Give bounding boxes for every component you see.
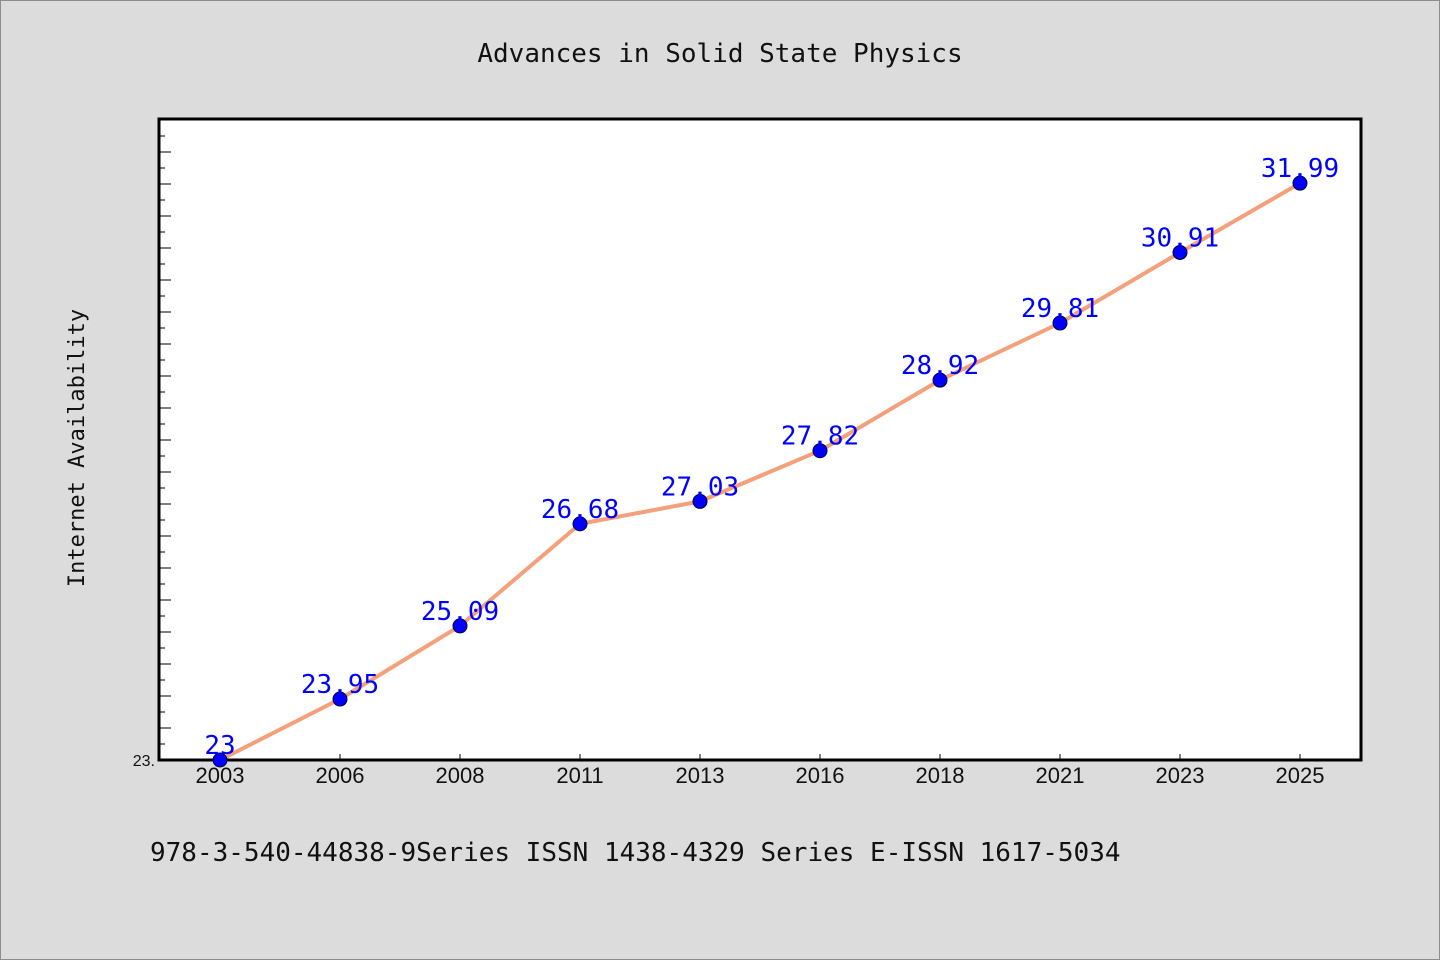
data-point-marker [692, 493, 708, 509]
x-tick-label: 2013 [676, 763, 725, 788]
data-label: 31.99 [1261, 154, 1339, 184]
data-label: 27.03 [661, 472, 739, 502]
data-label: 25.09 [421, 597, 499, 627]
data-label: 28.92 [901, 351, 979, 381]
data-label: 30.91 [1141, 223, 1219, 253]
data-label: 23 [204, 731, 235, 761]
series-markers [212, 175, 1308, 768]
x-tick-label: 2018 [916, 763, 965, 788]
y-axis-label: Internet Availability [65, 309, 90, 587]
footer-isbn-issn: 978-3-540-44838-9Series ISSN 1438-4329 S… [150, 838, 1121, 868]
x-tick-label: 2021 [1036, 763, 1085, 788]
data-point-marker [1172, 244, 1188, 260]
data-label: 26.68 [541, 495, 619, 525]
data-point-marker [332, 691, 348, 707]
x-axis-ticks [219, 754, 1301, 760]
data-labels: 23 23.95 25.09 26.68 27.03 27.82 28.92 29.81 30.… [204, 154, 1339, 761]
chart-title: Advances in Solid State Physics [477, 39, 962, 69]
data-point-marker [932, 372, 948, 388]
y-axis-ticks [159, 135, 171, 761]
x-tick-label: 2006 [316, 763, 365, 788]
data-point-marker [1292, 175, 1308, 191]
data-point-marker [452, 618, 468, 634]
x-axis-tick-labels: 2003 2006 2008 2011 2013 2016 2018 2021 2023 2025 [196, 763, 1325, 788]
x-tick-label: 2016 [796, 763, 845, 788]
data-point-marker [572, 516, 588, 532]
x-tick-label: 2011 [556, 763, 603, 788]
plot-area [157, 117, 1363, 762]
data-label: 23.95 [301, 670, 379, 700]
series-line [219, 181, 1302, 762]
data-point-marker [1052, 315, 1068, 331]
data-point-marker [212, 752, 228, 768]
x-tick-label: 2008 [436, 763, 485, 788]
x-tick-label: 2025 [1276, 763, 1325, 788]
data-label: 27.82 [781, 422, 859, 452]
y-tick-label: 23. [133, 753, 155, 770]
x-tick-label: 2023 [1156, 763, 1205, 788]
data-point-marker [812, 443, 828, 459]
data-label: 29.81 [1021, 294, 1099, 324]
